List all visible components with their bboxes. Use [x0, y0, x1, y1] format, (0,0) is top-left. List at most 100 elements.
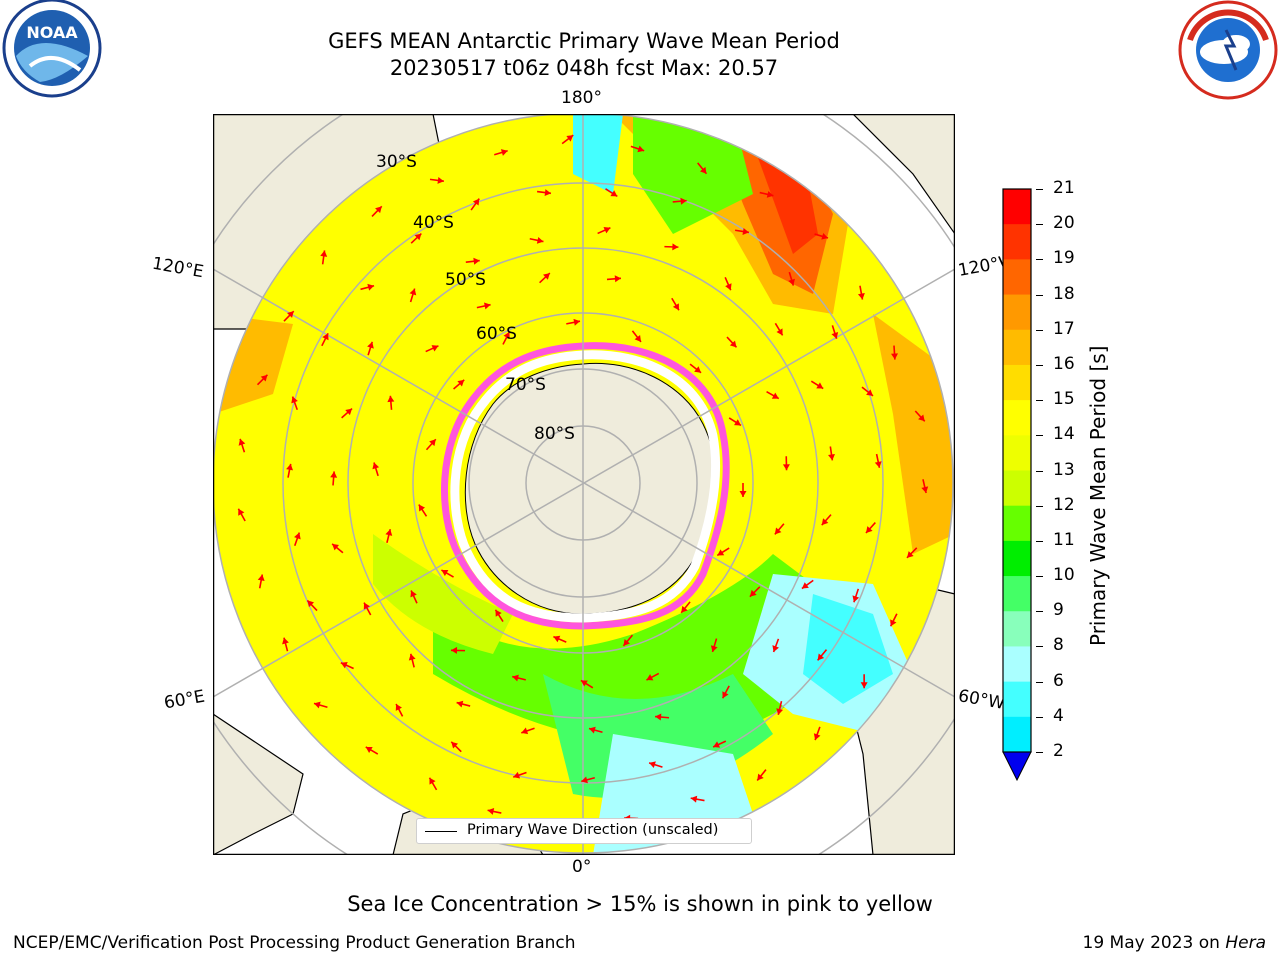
- wave-arrow-head: [437, 176, 444, 184]
- wave-arrow-head: [649, 761, 656, 769]
- wave-arrow-head: [742, 228, 749, 235]
- wave-arrow-head: [857, 293, 865, 300]
- colorbar-tick-label: 18: [1053, 283, 1075, 304]
- colorbar-tick-label: 13: [1053, 459, 1075, 480]
- wave-arrow-head: [725, 283, 732, 291]
- wave-arrow-head: [307, 600, 315, 608]
- map-panel: [213, 114, 955, 855]
- wave-arrow-head: [483, 302, 491, 310]
- colorbar-segment: [1003, 681, 1031, 718]
- colorbar-tick-label: 6: [1053, 670, 1064, 691]
- wave-arrow-head: [291, 396, 298, 404]
- colorbar-tick-mark: [1036, 716, 1043, 718]
- colorbar-tick-mark: [1036, 435, 1043, 437]
- colorbar-tick-mark: [1036, 611, 1043, 613]
- map-legend: Primary Wave Direction (unscaled): [416, 818, 752, 844]
- colorbar-segment: [1003, 611, 1031, 647]
- wave-arrow-head: [655, 713, 662, 721]
- colorbar-tick-label: 12: [1053, 494, 1075, 515]
- wave-arrow-head: [890, 619, 897, 627]
- wave-arrow-head: [739, 491, 747, 497]
- wave-arrow-head: [874, 461, 882, 468]
- lat-label-30s: 30°S: [376, 152, 417, 172]
- colorbar-tick-mark: [1036, 576, 1043, 578]
- colorbar-segment: [1003, 189, 1031, 225]
- wave-arrow-head: [680, 197, 687, 205]
- wave-arrow-head: [431, 345, 439, 352]
- wave-arrow-head: [282, 637, 289, 645]
- wave-arrow-head: [891, 353, 899, 360]
- colorbar-segment: [1003, 294, 1031, 331]
- lon-label-60e: 60°E: [162, 686, 207, 714]
- wave-arrow-head: [320, 250, 328, 257]
- colorbar-tick-label: 9: [1053, 600, 1064, 621]
- wave-arrow-head: [372, 462, 380, 470]
- wave-arrow-head: [451, 646, 458, 654]
- wave-arrow-head: [429, 777, 436, 785]
- wave-arrow-head: [681, 605, 688, 613]
- colorbar-segment: [1003, 716, 1031, 753]
- colorbar-segment: [1003, 646, 1031, 683]
- wave-arrow-head: [257, 574, 265, 582]
- wave-arrow-head: [672, 303, 679, 311]
- lat-label-80s: 80°S: [534, 424, 575, 444]
- colorbar: [1002, 188, 1032, 782]
- wave-arrow-head: [238, 508, 245, 516]
- wave-arrow-head: [451, 741, 459, 749]
- wave-arrow-head: [694, 366, 702, 373]
- wave-arrow-head: [831, 331, 839, 339]
- wave-arrow-head: [495, 609, 502, 617]
- colorbar-segment: [1003, 400, 1031, 436]
- wave-arrow-head: [473, 257, 480, 265]
- wave-arrow-head: [387, 395, 395, 403]
- wave-arrow-head: [774, 527, 782, 535]
- noaa-logo-icon: NOAA: [2, 0, 102, 98]
- wave-arrow-head: [813, 733, 821, 741]
- wave-arrow-head: [776, 708, 784, 715]
- wave-arrow-head: [512, 674, 519, 682]
- wave-arrow-head: [690, 795, 698, 803]
- wave-arrow-head: [441, 570, 449, 577]
- colorbar-segment: [1003, 435, 1031, 471]
- wave-arrow-head: [521, 727, 529, 735]
- colorbar-tick-mark: [1036, 294, 1043, 296]
- wave-arrow-head: [408, 653, 416, 661]
- wave-arrow-head: [429, 439, 436, 447]
- wave-arrow-head: [918, 414, 925, 422]
- wave-arrow-head: [367, 341, 374, 349]
- colorbar-segment: [1003, 259, 1031, 296]
- wave-arrow-head: [313, 701, 321, 709]
- lon-label-120e: 120°E: [150, 253, 206, 283]
- wave-arrow-head: [414, 233, 422, 241]
- wave-arrow-head: [699, 166, 707, 174]
- wave-arrow-head: [260, 374, 268, 382]
- footer-left: NCEP/EMC/Verification Post Processing Pr…: [13, 933, 576, 953]
- colorbar-tick-label: 14: [1053, 424, 1075, 445]
- wave-arrow-head: [860, 682, 868, 689]
- wave-arrow-head: [646, 674, 654, 681]
- wave-arrow-head: [456, 700, 464, 708]
- colorbar-tick-label: 20: [1053, 213, 1075, 234]
- wave-arrow-head: [921, 486, 929, 493]
- wave-arrow-head: [322, 333, 329, 341]
- wave-arrow-head: [816, 382, 824, 389]
- wave-arrow-head: [566, 135, 574, 142]
- legend-label: Primary Wave Direction (unscaled): [467, 822, 719, 838]
- wave-arrow-head: [749, 589, 757, 597]
- footer-host: Hera: [1225, 933, 1266, 953]
- colorbar-tick-mark: [1036, 364, 1043, 366]
- chart-subtitle: 20230517 t06z 048h fcst Max: 20.57: [389, 56, 779, 80]
- graticule: [213, 114, 955, 855]
- colorbar-tick-label: 19: [1053, 248, 1075, 269]
- wave-arrow-head: [503, 331, 510, 339]
- lat-label-60s: 60°S: [476, 324, 517, 344]
- footer-date: 19 May 2023 on: [1082, 933, 1226, 953]
- colorbar-tick-label: 16: [1053, 353, 1075, 374]
- wave-arrow-head: [771, 392, 779, 399]
- colorbar-tick-label: 8: [1053, 635, 1064, 656]
- colorbar-segment: [1003, 470, 1031, 507]
- colorbar-tick-mark: [1036, 224, 1043, 226]
- colorbar-tick-mark: [1036, 470, 1043, 472]
- wave-arrow-head: [375, 206, 382, 214]
- lat-label-70s: 70°S: [505, 375, 546, 395]
